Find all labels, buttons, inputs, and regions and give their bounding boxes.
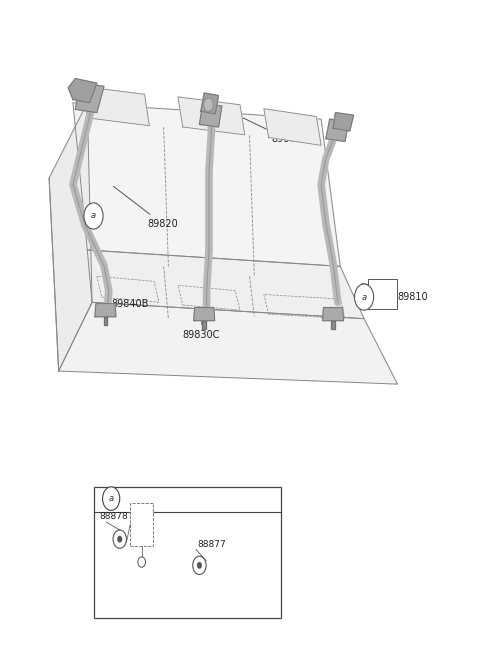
Text: a: a [108,494,114,503]
Polygon shape [95,304,116,317]
Circle shape [197,562,202,568]
Polygon shape [323,307,344,321]
Circle shape [103,487,120,510]
Polygon shape [331,321,335,328]
Polygon shape [202,321,206,328]
Polygon shape [194,307,215,321]
Text: 89801: 89801 [221,107,301,144]
Polygon shape [59,302,397,384]
Polygon shape [201,93,218,114]
Text: 89840B: 89840B [111,299,148,309]
Circle shape [118,536,122,543]
Polygon shape [68,79,97,102]
Circle shape [193,556,206,574]
Text: a: a [361,292,367,302]
Polygon shape [178,97,245,135]
Text: a: a [91,212,96,221]
Circle shape [138,557,145,567]
Circle shape [113,530,126,549]
Polygon shape [49,102,92,371]
Circle shape [84,203,103,229]
Bar [130,503,153,546]
Polygon shape [75,83,104,112]
Polygon shape [333,112,354,131]
Polygon shape [264,108,321,145]
Text: 89820: 89820 [113,187,178,229]
Text: 89830C: 89830C [183,321,220,340]
Polygon shape [73,102,340,266]
Bar [368,279,396,309]
Text: 88878: 88878 [99,512,128,522]
Circle shape [204,98,213,111]
Polygon shape [87,250,364,319]
Circle shape [355,284,373,310]
Text: 89810: 89810 [362,283,428,302]
Polygon shape [83,87,149,125]
Polygon shape [104,317,108,325]
Bar [95,487,281,618]
Polygon shape [326,119,349,141]
Polygon shape [199,103,222,127]
Text: 88877: 88877 [197,540,226,549]
